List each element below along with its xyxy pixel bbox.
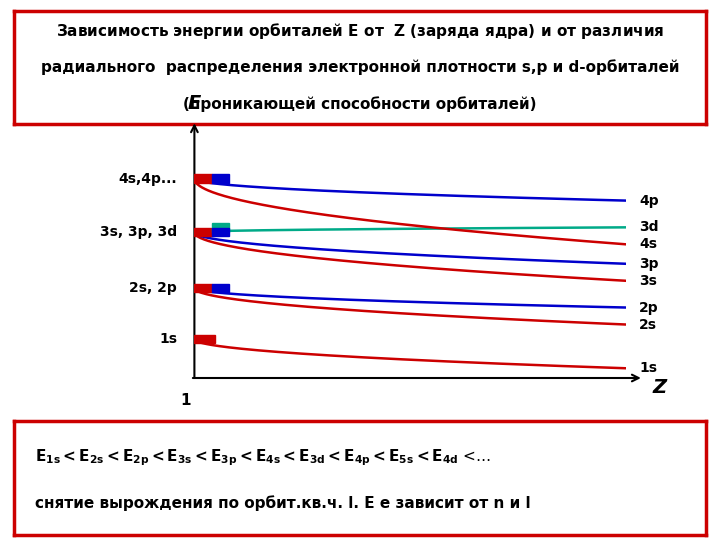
Bar	[212, 284, 229, 292]
Text: (проникающей способности орбиталей): (проникающей способности орбиталей)	[184, 96, 536, 112]
Text: 3d: 3d	[639, 220, 659, 234]
Text: 2p: 2p	[639, 301, 659, 314]
Bar	[194, 284, 212, 292]
Bar	[194, 228, 212, 237]
Text: 3s, 3p, 3d: 3s, 3p, 3d	[100, 225, 177, 239]
Text: 3s: 3s	[639, 274, 657, 288]
Text: E: E	[188, 94, 201, 113]
Bar	[212, 223, 229, 232]
Text: 4p: 4p	[639, 194, 659, 207]
Text: 4s: 4s	[639, 238, 657, 251]
Text: снятие вырождения по орбит.кв.ч. l. E е зависит от n и l: снятие вырождения по орбит.кв.ч. l. E е …	[35, 495, 531, 511]
Text: 1: 1	[181, 393, 191, 408]
Text: $\mathbf{E_{1s} < E_{2s} < E_{2p} < E_{3s} < E_{3p} < E_{4s} < E_{3d} < E_{4p} <: $\mathbf{E_{1s} < E_{2s} < E_{2p} < E_{3…	[35, 447, 491, 468]
Bar	[212, 228, 229, 237]
Text: 2s: 2s	[639, 318, 657, 332]
Text: радиального  распределения электронной плотности s,p и d-орбиталей: радиального распределения электронной пл…	[41, 59, 679, 76]
Bar	[194, 335, 215, 343]
Text: 2s, 2p: 2s, 2p	[130, 281, 177, 295]
Text: 1s: 1s	[159, 332, 177, 346]
Text: Зависимость энергии орбиталей $\mathbf{E}$ от  $\mathbf{Z}$ (заряда ядра) и от р: Зависимость энергии орбиталей $\mathbf{E…	[56, 21, 664, 41]
Text: 3p: 3p	[639, 257, 659, 271]
Bar	[194, 174, 212, 183]
Text: 1s: 1s	[639, 361, 657, 375]
Text: Z: Z	[652, 378, 667, 397]
Bar	[212, 174, 229, 183]
Text: 4s,4p...: 4s,4p...	[119, 172, 177, 186]
